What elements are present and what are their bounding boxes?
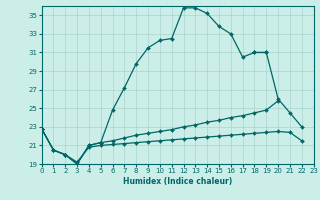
X-axis label: Humidex (Indice chaleur): Humidex (Indice chaleur): [123, 177, 232, 186]
